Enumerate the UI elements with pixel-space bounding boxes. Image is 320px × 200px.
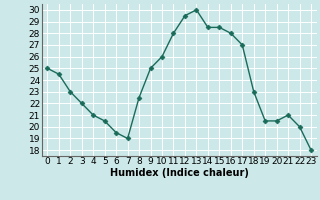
X-axis label: Humidex (Indice chaleur): Humidex (Indice chaleur)	[110, 168, 249, 178]
